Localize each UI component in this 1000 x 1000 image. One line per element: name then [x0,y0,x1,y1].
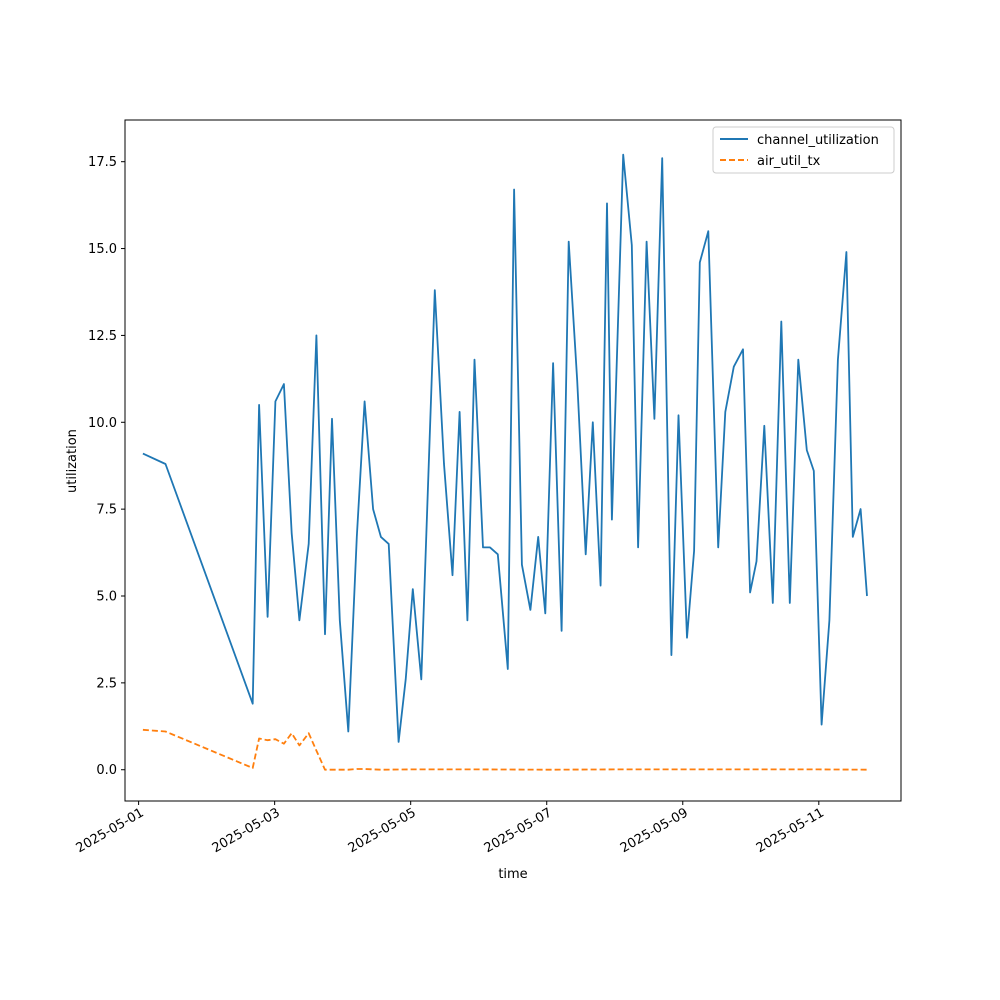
x-axis-title: time [498,867,527,882]
series-line-air-util-tx [142,728,868,771]
y-tick-label: 0.0 [96,763,117,778]
series-layer [142,153,868,771]
y-tick-label: 12.5 [88,329,117,344]
plot-area-frame [124,119,902,802]
y-tick-label: 5.0 [96,590,117,605]
series-line-channel-utilization [142,153,868,743]
x-tick-label: 2025-05-11 [754,805,827,856]
legend-label-channel-utilization: channel_utilization [757,133,879,148]
y-tick-label: 10.0 [88,416,117,431]
x-tick-label: 2025-05-09 [618,805,691,856]
y-tick-label: 15.0 [88,242,117,257]
x-tick-label: 2025-05-01 [74,805,147,856]
y-tick-label: 2.5 [96,676,117,691]
legend: channel_utilization air_util_tx [712,126,895,174]
y-tick-label: 17.5 [88,155,117,170]
y-axis-title: utilization [65,429,80,493]
x-tick-label: 2025-05-07 [482,805,555,856]
x-tick-label: 2025-05-03 [210,805,283,856]
legend-label-air-util-tx: air_util_tx [757,154,821,169]
y-tick-label: 7.5 [96,503,117,518]
x-tick-label: 2025-05-05 [346,805,419,856]
legend-box [712,126,895,174]
